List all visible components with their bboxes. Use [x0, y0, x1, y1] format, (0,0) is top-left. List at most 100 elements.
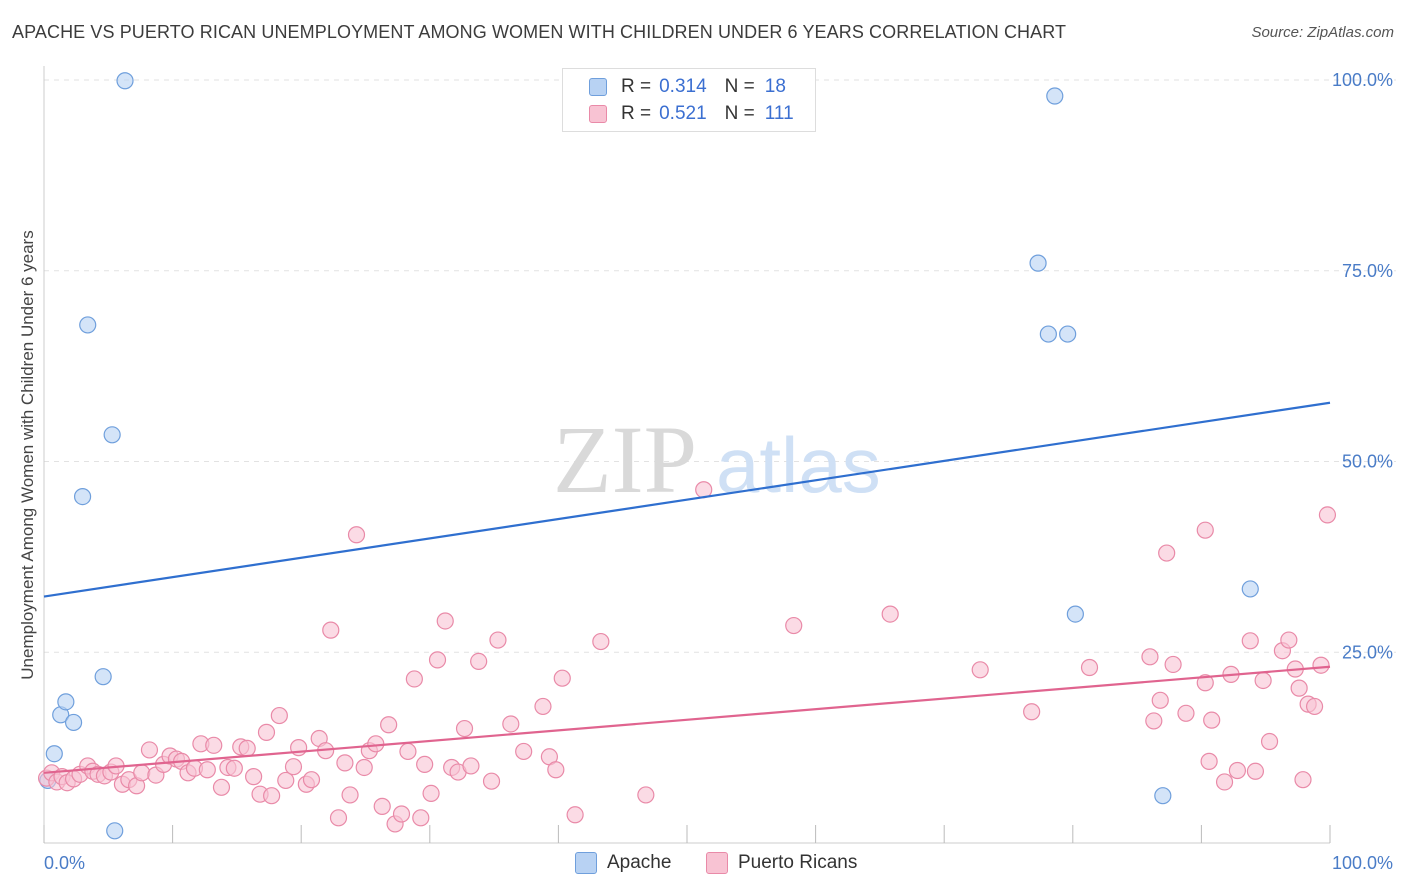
puerto-rican-point	[470, 652, 488, 671]
puerto-rican-point	[637, 786, 655, 804]
puerto-rican-point	[392, 805, 411, 823]
puerto-rican-point	[1158, 544, 1176, 562]
apache-point	[1046, 87, 1064, 105]
puerto-rican-point	[373, 797, 391, 815]
puerto-rican-point	[502, 715, 520, 733]
puerto-rican-point	[785, 616, 803, 635]
puerto-rican-point	[277, 771, 295, 790]
chart-title: APACHE VS PUERTO RICAN UNEMPLOYMENT AMON…	[12, 22, 1067, 42]
watermark-zip: ZIP	[553, 406, 697, 513]
puerto-rican-point	[1290, 679, 1308, 697]
apache-point	[79, 316, 97, 334]
apache-point	[103, 426, 121, 444]
puerto-rican-point	[205, 736, 223, 754]
puerto-rican-point	[341, 786, 359, 804]
legend-n-value: 111	[764, 103, 794, 124]
apache-point	[1066, 605, 1084, 623]
puerto-rican-trend-line	[43, 665, 1331, 774]
puerto-rican-point	[380, 716, 398, 734]
puerto-rican-point	[1294, 771, 1312, 789]
puerto-rican-point	[1151, 691, 1169, 709]
puerto-rican-point	[225, 759, 243, 777]
trend-lines	[43, 401, 1331, 774]
puerto-rican-point	[1164, 655, 1182, 674]
legend-n-label: N =	[724, 76, 755, 97]
y-tick-label: 75.0%	[1342, 261, 1393, 281]
apache-point	[1059, 325, 1077, 343]
puerto-rican-point	[547, 761, 565, 779]
puerto-rican-point	[412, 809, 430, 827]
puerto-rican-point	[1215, 773, 1234, 791]
apache-point	[106, 822, 124, 840]
puerto-rican-point	[455, 719, 474, 738]
apache-point	[1154, 787, 1172, 805]
puerto-rican-point	[399, 742, 417, 761]
apache-swatch	[589, 78, 607, 96]
puerto-rican-point	[263, 787, 281, 805]
x-tick-label: 0.0%	[44, 853, 85, 873]
bottom-legend-puerto-ricans: Puerto Ricans	[706, 852, 857, 874]
apache-point	[45, 745, 63, 763]
puerto-rican-point	[302, 771, 321, 789]
puerto-rican-point	[534, 697, 552, 716]
apache-trend-line	[43, 401, 1331, 598]
puerto-rican-point	[367, 735, 385, 753]
legend-row-apache: R = 0.314 N = 18	[589, 75, 786, 99]
puerto-rican-points	[37, 481, 1337, 833]
puerto-rican-point	[140, 741, 159, 759]
puerto-rican-point	[971, 661, 989, 679]
puerto-rican-point	[482, 772, 501, 790]
puerto-rican-point	[1254, 671, 1272, 690]
tick-labels: 25.0% 50.0% 75.0% 100.0% 0.0% 100.0%	[44, 70, 1393, 873]
y-tick-label: 25.0%	[1342, 642, 1393, 662]
legend-r-label: R =	[621, 76, 652, 97]
legend: R = 0.314 N = 18 R = 0.521 N = 111	[562, 68, 816, 132]
puerto-rican-point	[329, 809, 348, 827]
puerto-rican-point	[1312, 656, 1330, 674]
puerto-rican-point	[592, 632, 610, 651]
puerto-rican-point	[436, 612, 454, 630]
puerto-rican-point	[355, 758, 373, 777]
puerto-rican-point	[257, 723, 276, 741]
source-label: Source: ZipAtlas.com	[1251, 24, 1394, 41]
apache-point	[73, 487, 92, 506]
y-tick-label: 50.0%	[1342, 452, 1393, 472]
puerto-rican-point	[489, 631, 507, 649]
puerto-rican-point	[1260, 732, 1279, 751]
puerto-rican-point	[347, 526, 366, 544]
puerto-rican-point	[1241, 632, 1259, 650]
apache-point	[64, 713, 83, 732]
puerto-rican-point	[133, 764, 151, 782]
puerto-rican-point	[1305, 697, 1324, 716]
puerto-rican-point	[553, 669, 571, 687]
puerto-rican-point	[1280, 631, 1298, 649]
legend-n-value: 18	[764, 76, 786, 97]
puerto-rican-point	[1141, 648, 1159, 666]
legend-r-label: R =	[621, 103, 652, 124]
legend-row-puerto-ricans: R = 0.521 N = 111	[589, 102, 794, 126]
puerto-rican-point	[881, 605, 899, 623]
puerto-rican-point	[1228, 761, 1247, 780]
puerto-rican-point	[198, 761, 216, 779]
apache-point	[94, 668, 112, 686]
puerto-rican-point	[405, 670, 423, 688]
puerto-rican-point	[1080, 658, 1099, 677]
bottom-legend-apache-label: Apache	[607, 852, 672, 873]
puerto-rican-point	[1145, 712, 1163, 730]
puerto-rican-point	[245, 768, 263, 786]
legend-n-label: N =	[724, 103, 755, 124]
apache-swatch	[575, 852, 597, 874]
puerto-rican-point	[322, 621, 340, 639]
legend-r-value: 0.314	[659, 76, 707, 97]
watermark-atlas: atlas	[716, 421, 881, 509]
puerto-rican-point	[1023, 703, 1041, 721]
x-tick-label: 100.0%	[1332, 853, 1393, 873]
puerto-rican-point	[212, 778, 231, 796]
puerto-rican-point	[1246, 762, 1265, 780]
puerto-rican-point	[270, 706, 288, 725]
apache-point	[1241, 580, 1259, 598]
axes	[43, 66, 1331, 844]
apache-point	[1039, 325, 1057, 343]
bottom-legend-puerto-ricans-label: Puerto Ricans	[738, 852, 858, 873]
